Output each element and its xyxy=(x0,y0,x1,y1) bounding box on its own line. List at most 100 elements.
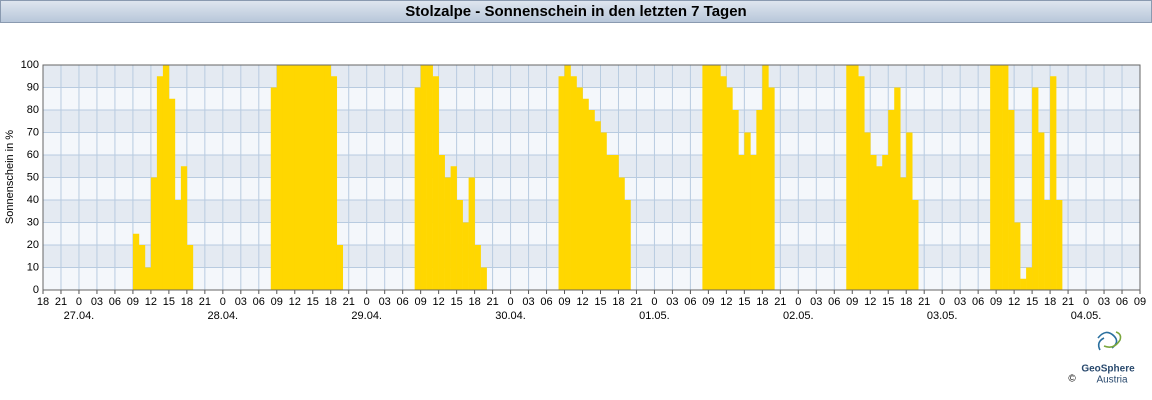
date-label: 27.04. xyxy=(64,310,95,322)
y-tick-label: 50 xyxy=(27,171,39,183)
x-tick-label: 12 xyxy=(1008,296,1020,308)
bar xyxy=(582,98,589,290)
bar xyxy=(624,200,631,290)
x-tick-label: 18 xyxy=(900,296,912,308)
bar xyxy=(474,245,481,290)
copyright: © xyxy=(1068,374,1076,385)
x-tick-label: 06 xyxy=(109,296,121,308)
x-tick-label: 06 xyxy=(828,296,840,308)
x-tick-label: 06 xyxy=(1116,296,1128,308)
y-tick-label: 80 xyxy=(27,104,39,116)
date-label: 02.05. xyxy=(783,310,814,322)
bar xyxy=(870,155,877,290)
bar xyxy=(906,132,913,290)
x-tick-label: 0 xyxy=(939,296,945,308)
bar xyxy=(138,245,146,290)
x-tick-label: 15 xyxy=(450,296,462,308)
bar xyxy=(462,222,469,290)
x-tick-label: 12 xyxy=(576,296,588,308)
bar xyxy=(468,177,475,290)
bar xyxy=(762,65,769,290)
x-tick-label: 12 xyxy=(864,296,876,308)
bar xyxy=(324,65,332,290)
x-tick-label: 09 xyxy=(271,296,283,308)
plot-frame xyxy=(42,64,1141,291)
logo-swirl xyxy=(1097,337,1105,351)
x-tick-label: 09 xyxy=(1134,296,1146,308)
x-tick-label: 03 xyxy=(522,296,534,308)
y-axis-label: Sonnenschein in % xyxy=(4,130,16,224)
x-tick-label: 09 xyxy=(846,296,858,308)
x-tick-label: 21 xyxy=(343,296,355,308)
y-tick-label: 40 xyxy=(27,194,39,206)
bar xyxy=(738,155,745,290)
x-tick-label: 09 xyxy=(415,296,427,308)
x-tick-label: 21 xyxy=(55,296,67,308)
x-tick-label: 0 xyxy=(220,296,226,308)
bar xyxy=(318,65,326,290)
y-tick-label: 20 xyxy=(27,239,39,251)
x-tick-label: 18 xyxy=(756,296,768,308)
x-tick-label: 15 xyxy=(307,296,319,308)
bar xyxy=(864,132,871,290)
date-label: 01.05. xyxy=(639,310,670,322)
bar xyxy=(330,76,338,290)
x-tick-label: 12 xyxy=(720,296,732,308)
bar xyxy=(1056,200,1063,290)
x-tick-label: 21 xyxy=(630,296,642,308)
bar xyxy=(846,65,853,290)
x-tick-label: 09 xyxy=(702,296,714,308)
bar xyxy=(432,76,439,290)
bar xyxy=(288,65,296,290)
bar xyxy=(426,65,433,290)
bar xyxy=(1008,110,1015,290)
x-tick-label: 21 xyxy=(1062,296,1074,308)
bar xyxy=(882,155,889,290)
logo-swirl xyxy=(1103,331,1122,348)
bar xyxy=(1032,87,1039,290)
x-tick-label: 15 xyxy=(882,296,894,308)
bar xyxy=(312,65,320,290)
bar xyxy=(702,65,709,290)
x-tick-label: 03 xyxy=(810,296,822,308)
x-tick-label: 12 xyxy=(433,296,445,308)
x-tick-label: 18 xyxy=(612,296,624,308)
bar xyxy=(708,65,715,290)
x-tick-label: 06 xyxy=(253,296,265,308)
bar xyxy=(888,110,895,290)
bar xyxy=(588,110,595,290)
x-tick-label: 0 xyxy=(76,296,82,308)
x-tick-label: 18 xyxy=(181,296,193,308)
date-label: 28.04. xyxy=(208,310,239,322)
x-tick-label: 06 xyxy=(397,296,409,308)
bar xyxy=(726,87,733,290)
bar xyxy=(744,132,751,290)
x-tick-label: 09 xyxy=(558,296,570,308)
bar xyxy=(480,267,487,290)
x-tick-label: 18 xyxy=(325,296,337,308)
y-tick-label: 70 xyxy=(27,126,39,138)
x-tick-label: 06 xyxy=(684,296,696,308)
bar xyxy=(294,65,302,290)
x-tick-label: 03 xyxy=(954,296,966,308)
bar xyxy=(594,121,601,290)
date-label: 03.05. xyxy=(927,310,958,322)
x-tick-label: 21 xyxy=(918,296,930,308)
x-tick-label: 06 xyxy=(972,296,984,308)
y-tick-label: 30 xyxy=(27,216,39,228)
y-tick-label: 0 xyxy=(33,284,39,296)
bar xyxy=(570,76,577,290)
grid-band xyxy=(43,87,1140,110)
bar xyxy=(576,87,583,290)
bar xyxy=(876,166,883,290)
x-tick-label: 12 xyxy=(289,296,301,308)
x-tick-label: 15 xyxy=(1026,296,1038,308)
bar xyxy=(282,65,290,290)
bar xyxy=(768,87,775,290)
bar xyxy=(162,65,170,290)
date-label: 29.04. xyxy=(351,310,382,322)
x-tick-label: 15 xyxy=(594,296,606,308)
bar xyxy=(186,245,194,290)
bar xyxy=(420,65,427,290)
